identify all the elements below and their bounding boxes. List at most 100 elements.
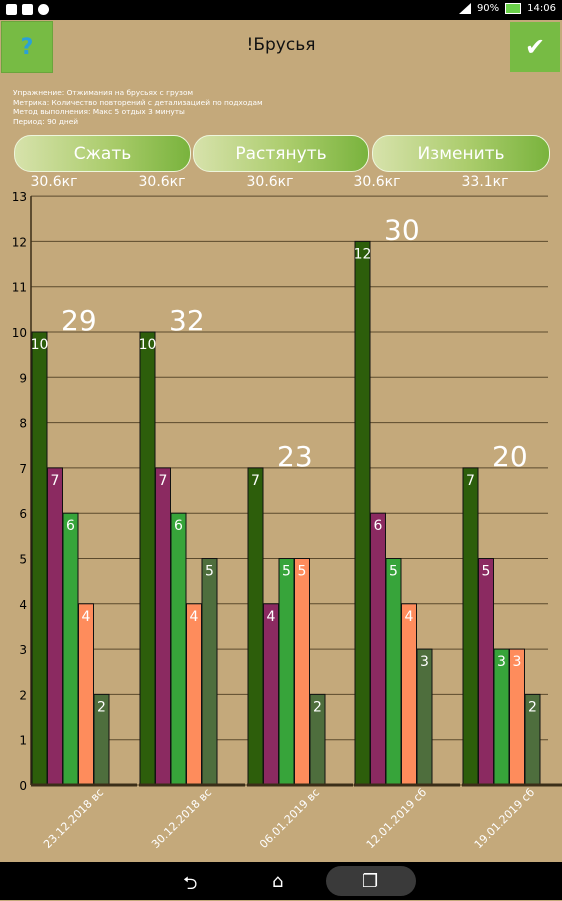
page-title: !Брусья (246, 35, 316, 55)
y-tick-label: 8 (19, 417, 27, 431)
status-bar: 90% 14:06 (0, 0, 562, 20)
y-tick-label: 2 (19, 688, 27, 702)
weight-label: 30.6кг (354, 174, 401, 190)
recents-icon[interactable]: ❐ (362, 871, 379, 892)
bar-value-label: 2 (528, 699, 537, 715)
bar (155, 467, 171, 786)
bar-value-label: 6 (174, 518, 183, 534)
bar (47, 467, 63, 786)
y-tick-label: 10 (12, 326, 27, 340)
bar-value-label: 10 (31, 337, 49, 353)
bar-value-label: 5 (389, 564, 398, 580)
bar-value-label: 4 (190, 609, 199, 625)
weight-label: 33.1кг (462, 174, 509, 190)
x-tick-label: 12.01.2019 сб (364, 786, 429, 851)
total-reps-label: 23 (277, 440, 313, 473)
gallery-notification-icon (22, 4, 33, 15)
info-method: Метод выполнения: Макс 5 отдых 3 минуты (13, 107, 185, 116)
stretch-button[interactable]: Растянуть (193, 135, 369, 172)
compress-button[interactable]: Сжать (14, 135, 191, 172)
total-reps-label: 20 (492, 440, 528, 473)
bar (401, 603, 417, 786)
bar-value-label: 12 (354, 246, 372, 262)
home-icon[interactable]: ⌂ (272, 871, 284, 892)
bar-value-label: 5 (298, 564, 307, 580)
chart-controls: Сжать Растянуть Изменить (14, 135, 550, 172)
bar (263, 603, 279, 786)
y-tick-label: 9 (19, 371, 27, 385)
total-reps-label: 32 (169, 304, 205, 337)
x-tick-label: 19.01.2019 сб (472, 786, 537, 851)
bar-value-label: 7 (159, 473, 168, 489)
weight-label: 30.6кг (139, 174, 186, 190)
x-tick-label: 23.12.2018 вс (41, 786, 106, 851)
info-exercise: Упражнение: Отжимания на брусьях с грузо… (13, 88, 194, 97)
bar (170, 512, 187, 786)
y-tick-label: 4 (19, 598, 27, 612)
y-tick-label: 11 (12, 281, 27, 295)
bar-value-label: 5 (282, 564, 291, 580)
x-tick-label: 30.12.2018 вс (149, 786, 214, 851)
checkmark-icon: ✔ (524, 33, 546, 61)
workout-chart: 0123456789101112131076422930.6кг23.12.20… (12, 174, 562, 851)
bar (385, 558, 402, 786)
bar (78, 603, 94, 786)
signal-icon (458, 3, 471, 14)
action-bar: ? !Брусья ✔ (0, 20, 562, 74)
bar (354, 240, 371, 786)
bar-value-label: 7 (51, 473, 60, 489)
help-icon: ? (20, 34, 34, 60)
bar-value-label: 3 (513, 654, 522, 670)
bar-value-label: 5 (205, 564, 214, 580)
help-button[interactable]: ? (2, 22, 52, 72)
bar-value-label: 3 (420, 654, 429, 670)
recents-highlight (326, 866, 416, 896)
y-tick-label: 5 (19, 553, 27, 567)
confirm-button[interactable]: ✔ (510, 22, 560, 72)
navigation-bar: ⮌ ⌂ ❐ (0, 862, 562, 900)
back-icon[interactable]: ⮌ (183, 873, 198, 894)
bar (370, 512, 386, 786)
bar (201, 558, 218, 786)
bar-value-label: 3 (497, 654, 506, 670)
info-metric: Метрика: Количество повторений с детализ… (13, 97, 263, 107)
bar-value-label: 4 (82, 609, 91, 625)
clock: 14:06 (527, 3, 556, 14)
y-tick-label: 7 (19, 462, 27, 476)
bar-value-label: 7 (251, 473, 260, 489)
change-button[interactable]: Изменить (372, 135, 550, 172)
exercise-info: Упражнение: Отжимания на брусьях с грузо… (13, 88, 263, 126)
bar (462, 467, 479, 786)
bar-value-label: 5 (482, 564, 491, 580)
bar (278, 558, 295, 786)
weight-label: 30.6кг (247, 174, 294, 190)
y-tick-label: 6 (19, 507, 27, 521)
android-debug-icon (38, 4, 49, 15)
bar (478, 558, 494, 786)
bar-value-label: 4 (405, 609, 414, 625)
bar (186, 603, 202, 786)
y-tick-label: 1 (19, 734, 27, 748)
info-period: Период: 90 дней (13, 116, 79, 126)
bar-value-label: 10 (139, 337, 157, 353)
battery-icon (505, 3, 522, 14)
bar-value-label: 2 (97, 699, 106, 715)
bar-value-label: 6 (374, 518, 383, 534)
weight-label: 30.6кг (31, 174, 78, 190)
bar (139, 331, 156, 786)
bar (31, 331, 48, 786)
bar-value-label: 4 (267, 609, 276, 625)
bar-value-label: 2 (313, 699, 322, 715)
bar-value-label: 7 (466, 473, 475, 489)
total-reps-label: 29 (61, 304, 97, 337)
battery-percent: 90% (476, 3, 500, 14)
app-notification-icon (6, 4, 17, 15)
bar (62, 512, 79, 786)
x-tick-label: 06.01.2019 вс (257, 786, 322, 851)
y-tick-label: 12 (12, 235, 27, 249)
bar (247, 467, 264, 786)
total-reps-label: 30 (384, 213, 420, 246)
bar-value-label: 6 (66, 518, 75, 534)
y-tick-label: 0 (19, 779, 27, 793)
bar (294, 558, 310, 786)
